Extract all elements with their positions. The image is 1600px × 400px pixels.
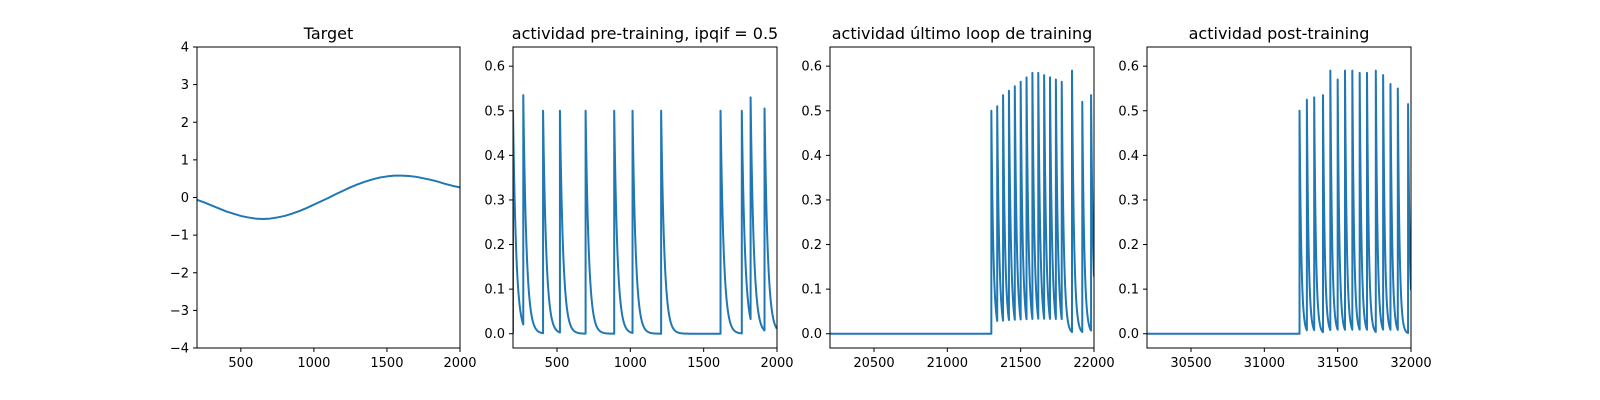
chart-panel-1: 500 1000 1500 2000 −4 −3 −2 −1 0 1 2 3 4 Target — [170, 24, 477, 371]
chart-panel-3: 20500 21000 21500 22000 0.0 0.1 0.2 0.3 0.4 0.5 0.… — [801, 24, 1114, 371]
series-line — [830, 69, 1094, 335]
y-tick-label: 0.6 — [801, 60, 822, 75]
y-tick-label: 2 — [181, 116, 189, 131]
axes-frame — [1146, 46, 1412, 349]
chart-title: actividad post-training — [1189, 24, 1370, 43]
y-tick-label: 0.2 — [484, 238, 505, 253]
x-tick-label: 21500 — [1000, 356, 1041, 371]
chart-panel-4: 30500 31000 31500 32000 0.0 0.1 0.2 0.3 0.4 0.5 0.… — [1118, 24, 1431, 371]
x-tick-label: 22000 — [1073, 356, 1114, 371]
x-tick-label: 500 — [545, 356, 570, 371]
y-tick-label: −4 — [170, 342, 189, 357]
y-tick-label: 0.5 — [484, 104, 505, 119]
y-tick-label: −3 — [170, 304, 189, 319]
x-tick-label: 1500 — [687, 356, 720, 371]
x-tick-label: 21000 — [927, 356, 968, 371]
x-tick-label: 31500 — [1317, 356, 1358, 371]
y-tick-label: 0 — [181, 191, 189, 206]
series-line — [1147, 69, 1411, 335]
chart-panel-2: 500 1000 1500 2000 0.0 0.1 0.2 0.3 0.4 0.5 0.6 acti… — [484, 24, 793, 371]
series-line — [197, 174, 460, 220]
x-tick-label: 1500 — [370, 356, 403, 371]
y-tick-label: −2 — [170, 266, 189, 281]
y-tick-label: 0.0 — [1118, 327, 1139, 342]
y-tick-label: 4 — [181, 41, 189, 56]
axes-frame — [829, 46, 1095, 349]
y-tick-label: 3 — [181, 78, 189, 93]
y-tick-label: 0.1 — [1118, 283, 1139, 298]
y-tick-label: 0.1 — [801, 283, 822, 298]
x-tick-label: 20500 — [853, 356, 894, 371]
chart-title: Target — [303, 24, 354, 43]
y-tick-label: 0.2 — [1118, 238, 1139, 253]
chart-title: actividad pre-training, ipqif = 0.5 — [512, 24, 778, 43]
x-tick-label: 1000 — [297, 356, 330, 371]
y-tick-label: 0.4 — [801, 149, 822, 164]
y-tick-label: −1 — [170, 229, 189, 244]
y-tick-label: 0.0 — [801, 327, 822, 342]
y-tick-label: 0.3 — [484, 193, 505, 208]
y-tick-label: 0.3 — [801, 193, 822, 208]
x-tick-label: 500 — [228, 356, 253, 371]
x-tick-label: 2000 — [760, 356, 793, 371]
chart-title: actividad último loop de training — [832, 24, 1093, 43]
x-tick-label: 2000 — [443, 356, 476, 371]
y-tick-label: 0.5 — [801, 104, 822, 119]
y-tick-label: 0.1 — [484, 283, 505, 298]
y-tick-label: 0.6 — [484, 60, 505, 75]
y-tick-label: 0.6 — [1118, 60, 1139, 75]
y-tick-label: 0.3 — [1118, 193, 1139, 208]
y-tick-label: 1 — [181, 153, 189, 168]
y-tick-label: 0.4 — [1118, 149, 1139, 164]
y-tick-label: 0.5 — [1118, 104, 1139, 119]
series-line — [513, 94, 777, 335]
y-tick-label: 0.4 — [484, 149, 505, 164]
x-tick-label: 1000 — [614, 356, 647, 371]
x-tick-label: 30500 — [1170, 356, 1211, 371]
x-tick-label: 32000 — [1390, 356, 1431, 371]
y-tick-label: 0.2 — [801, 238, 822, 253]
y-tick-label: 0.0 — [484, 327, 505, 342]
x-tick-label: 31000 — [1244, 356, 1285, 371]
axes-frame — [512, 46, 778, 349]
